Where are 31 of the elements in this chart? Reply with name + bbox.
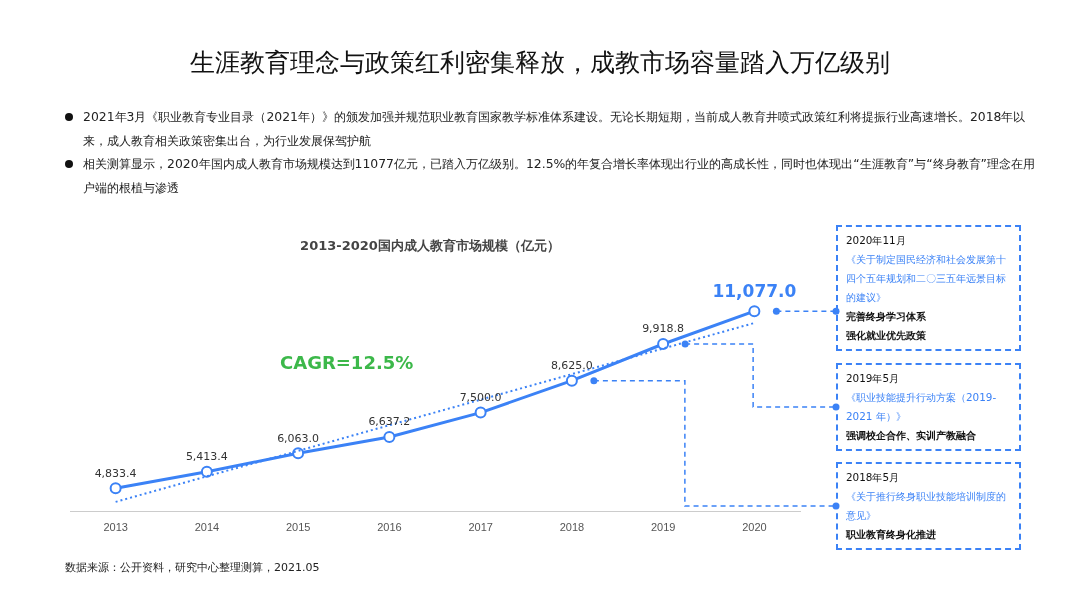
text: 《职业技能提升行动方案（2019-2021 年）》 [846,390,998,424]
text: 2018年5月 [846,470,901,485]
text: 《关于推行终身职业技能培训制度的意见》 [846,489,1007,523]
annotation: CAGR=12.5% [280,352,414,373]
x-tick-label: 2015 [285,521,311,534]
data-label: 4,833.4 [94,466,137,480]
text: 2021年3月《职业教育专业目录（2021年）》的颁发加强并规范职业教育国家教学标准体系建设。无论长期短期，当前成人教育井喷式政策红利将提振行业高速增长。2018年以来，成人教育相关政策密集出台，为行业发展保驾护航 [65,105,1038,153]
chart-subtitle: 2013-2020国内成人教育市场规模（亿元） [299,237,561,255]
x-tick-label: 2014 [194,521,220,534]
text: 完善终身学习体系 [846,309,927,324]
text: 相关测算显示，2020年国内成人教育市场规模达到11077亿元，已踏入万亿级别。12.5%的年复合增长率体现出行业的高成长性，同时也体现出“生涯教育”与“终身教育”理念在用户端的根植与渗透 [65,152,1038,200]
text: 2019年5月 [846,371,901,386]
data-label: 11,077.0 [712,281,797,302]
data-label: 8,625.0 [550,359,593,373]
chart-title: 生涯教育理念与政策红利密集释放，成教市场容量踏入万亿级别 [189,47,891,79]
text: 强化就业优先政策 [846,328,927,343]
x-tick-label: 2017 [468,521,493,534]
x-tick-label: 2013 [103,521,128,534]
x-tick-label: 2016 [377,521,402,534]
text: 《关于制定国民经济和社会发展第十四个五年规划和二〇三五年远景目标的建议》 [846,252,1007,305]
x-tick-label: 2020 [742,521,767,534]
data-label: 9,918.8 [642,322,685,336]
text: 2020年11月 [846,233,907,248]
data-label: 6,637.2 [368,415,411,429]
source-note: 数据来源：公开资料，研究中心整理测算，2021.05 [65,560,320,575]
x-tick-label: 2019 [650,521,676,534]
text: 职业教育终身化推进 [846,527,937,542]
data-label: 5,413.4 [185,450,228,464]
x-tick-label: 2018 [559,521,585,534]
data-label: 6,063.0 [277,431,320,445]
text: 强调校企合作、实训产教融合 [846,428,977,443]
